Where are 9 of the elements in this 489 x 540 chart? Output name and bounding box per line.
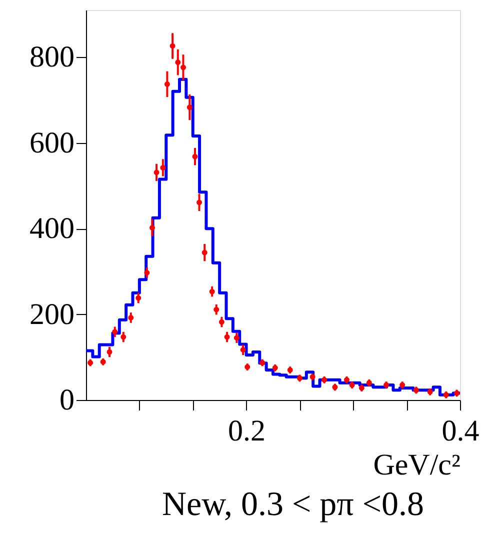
x-tick-label: 0.4 [442,414,480,448]
y-tick-label: 400 [30,212,74,246]
text: New, 0.3 < pπ <0.8 [162,486,424,523]
y-tick-label: 200 [30,298,74,331]
x-axis-title: GeV/c² [373,448,460,482]
y-tick-label: 800 [30,40,74,74]
y-tick-label: 0 [60,384,74,416]
x-tick-label: 0.2 [228,414,266,448]
y-tick-label: 600 [30,126,74,160]
